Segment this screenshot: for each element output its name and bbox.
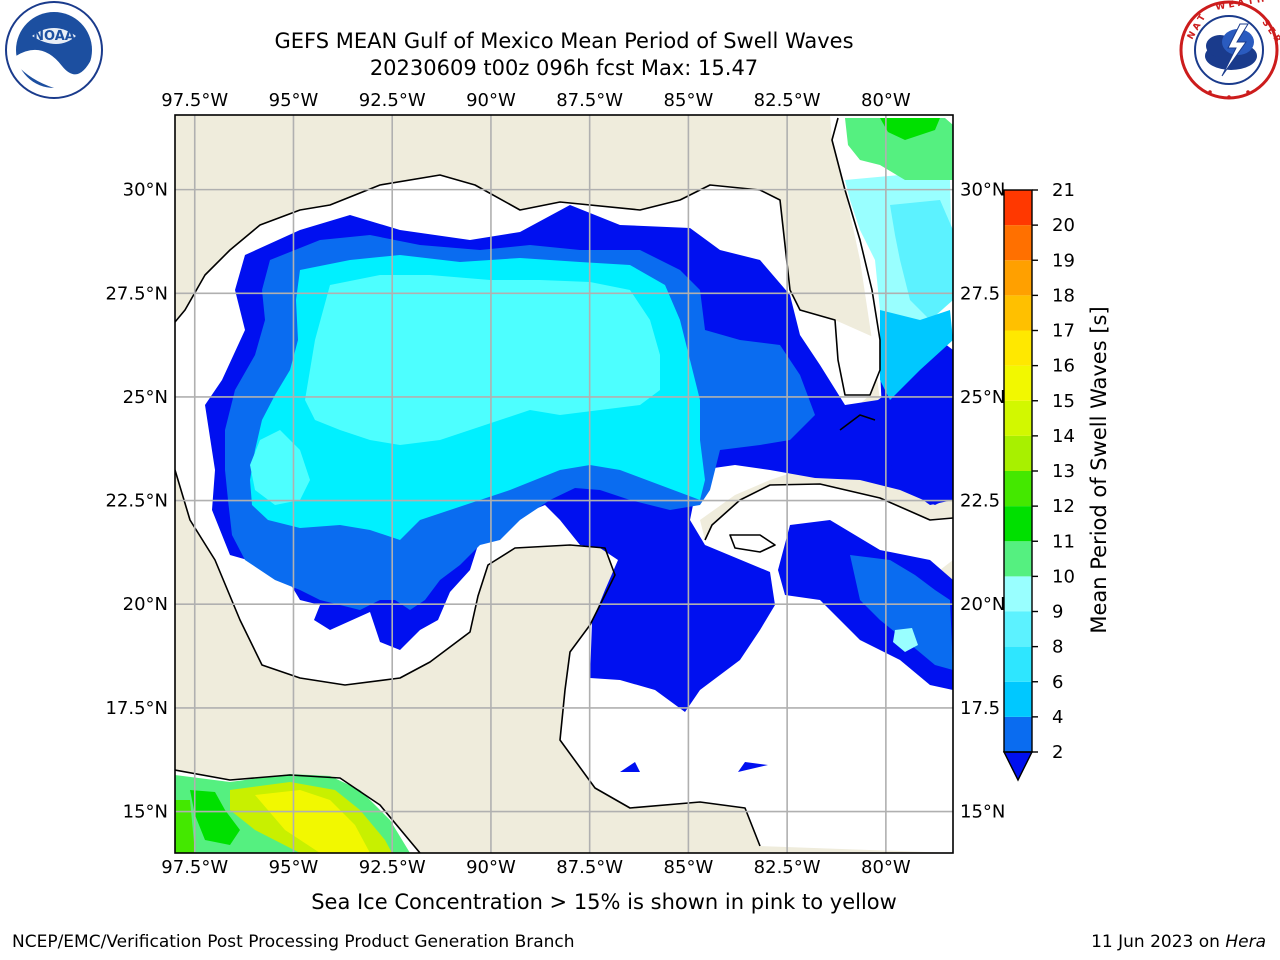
lat-tick-label-left: 30°N [123,180,168,201]
lon-tick-label: 92.5°W [359,857,426,878]
colorbar-tick-label: 13 [1052,461,1075,482]
lon-tick-label: 92.5°W [359,90,426,111]
map-frame [174,114,954,854]
colorbar-tick-label: 9 [1052,602,1063,623]
colorbar-tick-label: 2 [1052,742,1063,763]
colorbar-extend-arrow [1002,751,1034,782]
nws-logo: N A T W E A T H S E R [1179,0,1280,100]
colorbar: 2 4 6 8 9 10 11 12 13 14 15 16 17 18 19 20 21 [1002,180,1075,782]
lat-tick-label-right: 27.5 [960,283,1000,304]
lat-tick-label-right: 30°N [960,180,1005,201]
lon-tick-label: 97.5°W [161,90,228,111]
lon-tick-label: 82.5°W [754,857,821,878]
lat-tick-label-left: 17.5°N [105,698,168,719]
colorbar-tick-label: 15 [1052,391,1075,412]
footer-credit: NCEP/EMC/Verification Post Processing Pr… [12,932,575,952]
colorbar-segment [1004,400,1032,436]
colorbar-segment [1004,576,1032,612]
lon-tick-label: 82.5°W [754,90,821,111]
colorbar-tick-label: 12 [1052,496,1075,517]
colorbar-tick-label: 16 [1052,356,1075,377]
colorbar-segment [1004,646,1032,682]
atlantic-green-band [845,118,953,180]
swell-band-8-9s [305,275,660,445]
lat-tick-label-right: 15°N [960,802,1005,823]
colorbar-tick-label: 8 [1052,637,1063,658]
colorbar-segment [1004,260,1032,296]
chart-title: GEFS MEAN Gulf of Mexico Mean Period of … [274,29,854,53]
lat-tick-label-right: 22.5 [960,491,1000,512]
lon-tick-label: 85°W [664,90,714,111]
colorbar-tick-label: 6 [1052,672,1063,693]
atlantic-green-core [880,118,940,140]
colorbar-segment [1004,225,1032,261]
footer-date: 11 Jun 2023 on Hera [1091,932,1266,952]
colorbar-tick-label: 17 [1052,321,1075,342]
colorbar-tick-label: 21 [1052,180,1075,201]
lat-labels-right: 30°N 27.5 25°N 22.5 20°N 17.5 15°N [960,180,1005,823]
lon-tick-label: 80°W [861,90,911,111]
colorbar-segment [1004,435,1032,471]
lon-tick-label: 87.5°W [556,90,623,111]
swell-band-2-4s-speck2 [738,762,768,772]
colorbar-label: Mean Period of Swell Waves [s] [1087,306,1111,633]
lon-tick-label: 95°W [269,857,319,878]
noaa-logo: NOAA [5,1,103,99]
lat-tick-label-right: 25°N [960,387,1005,408]
colorbar-segment [1004,365,1032,401]
lon-labels-bottom: 97.5°W 95°W 92.5°W 90°W 87.5°W 85°W 82.5°W 80°W [161,857,911,878]
lat-labels-left: 30°N 27.5°N 25°N 22.5°N 20°N 17.5°N 15°N [105,180,168,823]
chart-subtitle: 20230609 t00z 096h fcst Max: 15.47 [369,56,759,80]
colorbar-segment [1004,541,1032,577]
colorbar-segment [1004,611,1032,647]
atlantic-blue-strip [880,310,953,400]
noaa-logo-text: NOAA [33,29,75,44]
colorbar-tick-label: 10 [1052,566,1075,587]
colorbar-segment [1004,295,1032,331]
graticule [175,115,953,853]
colorbar-segment [1004,506,1032,542]
lon-tick-label: 80°W [861,857,911,878]
colorbar-segment [1004,330,1032,366]
swell-band-2-4s-speck1 [620,762,640,772]
colorbar-segment [1004,471,1032,507]
lat-tick-label-right: 17.5 [960,698,1000,719]
lon-tick-label: 87.5°W [556,857,623,878]
lon-tick-label: 85°W [664,857,714,878]
colorbar-tick-label: 4 [1052,707,1063,728]
map-area [175,115,953,853]
colorbar-segment [1004,190,1032,226]
sea-ice-note: Sea Ice Concentration > 15% is shown in … [311,890,897,914]
lon-labels-top: 97.5°W 95°W 92.5°W 90°W 87.5°W 85°W 82.5°W 80°W [161,90,911,111]
lon-tick-label: 97.5°W [161,857,228,878]
pacific-swell-yellow [255,790,370,853]
colorbar-tick-label: 19 [1052,250,1075,271]
colorbar-tick-label: 20 [1052,215,1075,236]
swell-band-8-9s-b [250,430,310,505]
swell-band-4-6s-east [850,555,953,670]
lat-tick-label-left: 20°N [123,594,168,615]
lat-tick-label-right: 20°N [960,594,1005,615]
colorbar-tick-label: 18 [1052,285,1075,306]
colorbar-segment [1004,681,1032,717]
atlantic-aqua-band [890,200,953,320]
colorbar-tick-label: 14 [1052,426,1075,447]
pacific-swell-darkgreen [175,800,195,853]
lat-tick-label-left: 25°N [123,387,168,408]
colorbar-tick-label: 11 [1052,531,1075,552]
pacific-swell-core-green [190,790,240,845]
lat-tick-label-left: 15°N [123,802,168,823]
lat-tick-label-left: 27.5°N [105,283,168,304]
footer-host: Hera [1225,932,1266,952]
caribbean-light-patch [893,628,918,652]
lat-tick-label-left: 22.5°N [105,491,168,512]
lon-tick-label: 90°W [466,90,516,111]
lon-tick-label: 90°W [466,857,516,878]
footer-date-text: 11 Jun 2023 on [1091,932,1226,952]
lon-tick-label: 95°W [269,90,319,111]
colorbar-segment [1004,716,1032,752]
